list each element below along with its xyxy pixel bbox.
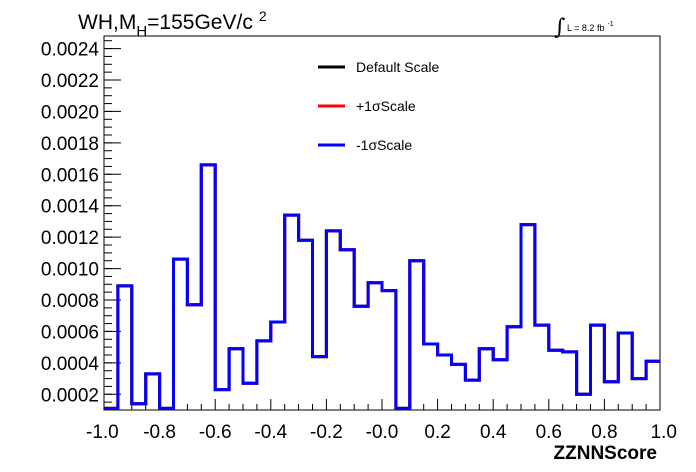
x-axis: -1.0 -0.8 -0.6 -0.4 -0.2 -0.0 0.2 0.4 0.6 0.8 1.0	[86, 399, 677, 443]
x-tick-label: 0.2	[424, 422, 450, 443]
legend-label-0: Default Scale	[356, 59, 439, 75]
x-axis-title: ZZNNScore	[554, 443, 657, 464]
legend-label-2: -1σScale	[356, 137, 412, 153]
y-tick-label: 0.0024	[41, 40, 100, 61]
y-tick-label: 0.0020	[41, 102, 99, 123]
integral-sign: ∫	[554, 15, 566, 40]
title-rest: =155GeV/c	[147, 11, 253, 34]
luminosity-superscript: -1	[607, 21, 613, 28]
x-tick-label: -0.0	[366, 422, 399, 443]
y-tick-label: 0.0012	[41, 228, 99, 249]
x-tick-label: -0.4	[254, 422, 287, 443]
y-tick-label: 0.0006	[41, 322, 99, 343]
legend-label-1: +1σScale	[356, 98, 416, 114]
luminosity-value: L = 8.2 fb	[567, 23, 604, 33]
y-tick-label: 0.0004	[41, 354, 100, 375]
chart-title: WH,MH=155GeV/c 2	[78, 8, 267, 40]
luminosity-label: ∫ L = 8.2 fb -1	[554, 15, 614, 40]
y-tick-label: 0.0010	[41, 260, 99, 281]
y-tick-label: 0.0016	[41, 165, 99, 186]
title-base: WH,M	[78, 11, 136, 34]
title-subscript: H	[136, 23, 147, 40]
y-tick-label: 0.0002	[41, 385, 99, 406]
series-line-2	[104, 163, 660, 410]
x-tick-label: 0.4	[480, 422, 507, 443]
title-superscript: 2	[259, 8, 267, 24]
legend: Default Scale +1σScale -1σScale	[318, 59, 439, 153]
luminosity-text: L = 8.2 fb -1	[567, 21, 614, 33]
y-tick-label: 0.0008	[41, 291, 99, 312]
x-tick-label: 1.0	[651, 422, 677, 443]
y-axis: 0.0002 0.0004 0.0006 0.0008 0.0010 0.0012 0.00…	[41, 40, 121, 411]
x-tick-label: -0.2	[310, 422, 343, 443]
series-layer	[104, 163, 660, 410]
x-tick-label: 0.6	[536, 422, 562, 443]
x-tick-label: 0.8	[591, 422, 617, 443]
y-tick-label: 0.0014	[41, 197, 100, 218]
x-tick-label: -0.8	[143, 422, 176, 443]
y-tick-label: 0.0018	[41, 134, 99, 155]
y-tick-label: 0.0022	[41, 71, 99, 92]
x-tick-label: -0.6	[199, 422, 232, 443]
x-tick-label: -1.0	[86, 422, 119, 443]
